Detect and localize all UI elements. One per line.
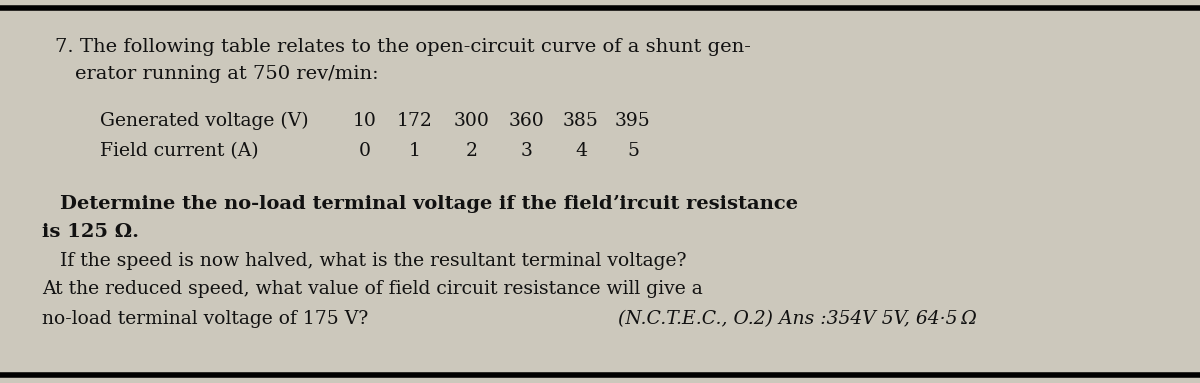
Text: 4: 4 <box>575 142 587 160</box>
Text: no-load terminal voltage of 175 V?: no-load terminal voltage of 175 V? <box>42 310 368 328</box>
Text: 10: 10 <box>353 112 377 130</box>
Text: 395: 395 <box>616 112 650 130</box>
Text: 172: 172 <box>397 112 433 130</box>
Text: erator running at 750 rev/min:: erator running at 750 rev/min: <box>74 65 379 83</box>
Text: 3: 3 <box>521 142 533 160</box>
Text: (N.C.T.E.C., O.2) Ans :354V 5V, 64·5 Ω: (N.C.T.E.C., O.2) Ans :354V 5V, 64·5 Ω <box>618 310 977 328</box>
Text: 300: 300 <box>454 112 490 130</box>
Text: If the speed is now halved, what is the resultant terminal voltage?: If the speed is now halved, what is the … <box>60 252 686 270</box>
Text: 1: 1 <box>409 142 421 160</box>
Text: Field current (A): Field current (A) <box>100 142 259 160</box>
Text: Generated voltage (V): Generated voltage (V) <box>100 112 308 130</box>
Text: 0: 0 <box>359 142 371 160</box>
Text: 385: 385 <box>563 112 599 130</box>
Text: Determine the no-load terminal voltage if the fieldʼircuit resistance: Determine the no-load terminal voltage i… <box>60 195 798 213</box>
Text: 2: 2 <box>466 142 478 160</box>
Text: At the reduced speed, what value of field circuit resistance will give a: At the reduced speed, what value of fiel… <box>42 280 703 298</box>
Text: 360: 360 <box>509 112 545 130</box>
Text: 5: 5 <box>628 142 640 160</box>
Text: is 125 Ω.: is 125 Ω. <box>42 223 139 241</box>
Text: 7. The following table relates to the open-circuit curve of a shunt gen-: 7. The following table relates to the op… <box>55 38 751 56</box>
